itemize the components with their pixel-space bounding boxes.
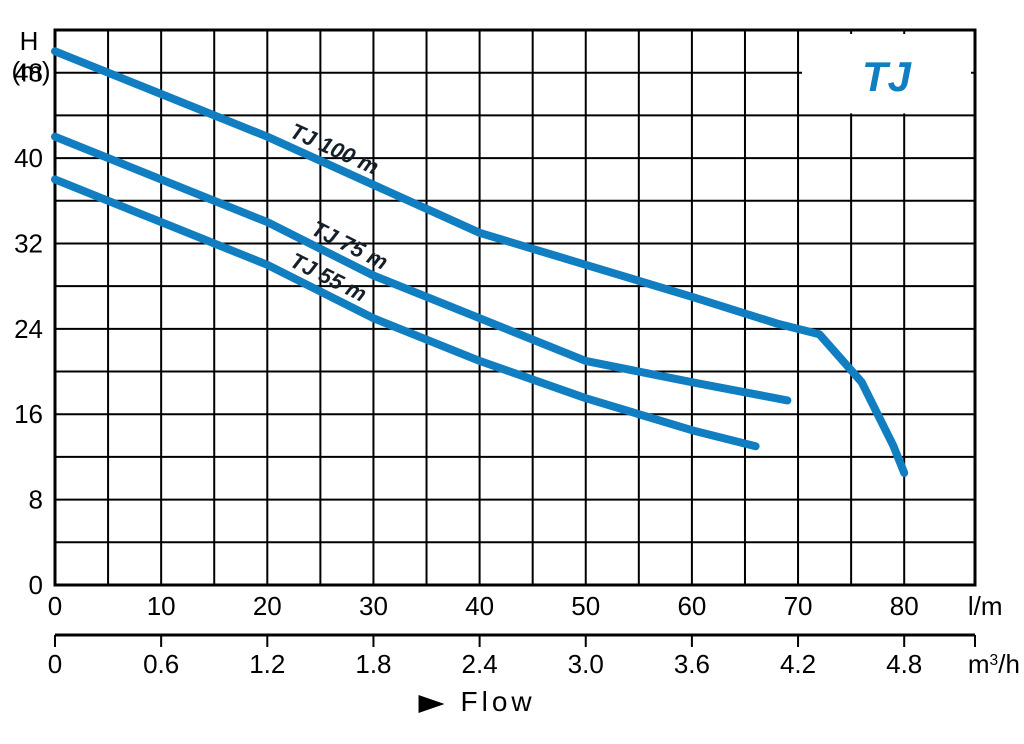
x-tick-m3h: 3.6 [674, 649, 710, 679]
y-tick-label: 24 [14, 314, 43, 344]
x-tick-lm: 10 [147, 591, 176, 621]
y-axis-unit: (m) [12, 56, 51, 86]
x-tick-m3h: 2.4 [462, 649, 498, 679]
x-tick-lm: 50 [571, 591, 600, 621]
x-tick-m3h: 0 [48, 649, 62, 679]
x-tick-lm: 80 [890, 591, 919, 621]
pump-curve-chart: TJ 100 mTJ 75 mTJ 55 m081624324048H(m)01… [0, 0, 1024, 744]
chart-title: TJ [862, 53, 913, 100]
y-tick-label: 32 [14, 228, 43, 258]
x-tick-lm: 70 [784, 591, 813, 621]
x-tick-lm: 20 [253, 591, 282, 621]
x-tick-m3h: 1.8 [355, 649, 391, 679]
x-tick-m3h: 4.8 [886, 649, 922, 679]
y-tick-label: 40 [14, 143, 43, 173]
x-unit-lm: l/m [968, 591, 1003, 621]
x-tick-m3h: 0.6 [143, 649, 179, 679]
x-tick-lm: 40 [465, 591, 494, 621]
x-tick-m3h: 4.2 [780, 649, 816, 679]
x-axis-label: Flow [461, 686, 536, 717]
y-tick-label: 0 [29, 570, 43, 600]
x-tick-lm: 30 [359, 591, 388, 621]
x-tick-lm: 0 [48, 591, 62, 621]
y-tick-label: 16 [14, 399, 43, 429]
y-tick-label: 8 [29, 485, 43, 515]
x-tick-lm: 60 [677, 591, 706, 621]
chart-svg: TJ 100 mTJ 75 mTJ 55 m081624324048H(m)01… [0, 0, 1024, 744]
y-axis-label: H [20, 26, 39, 56]
x-tick-m3h: 1.2 [249, 649, 285, 679]
x-tick-m3h: 3.0 [568, 649, 604, 679]
